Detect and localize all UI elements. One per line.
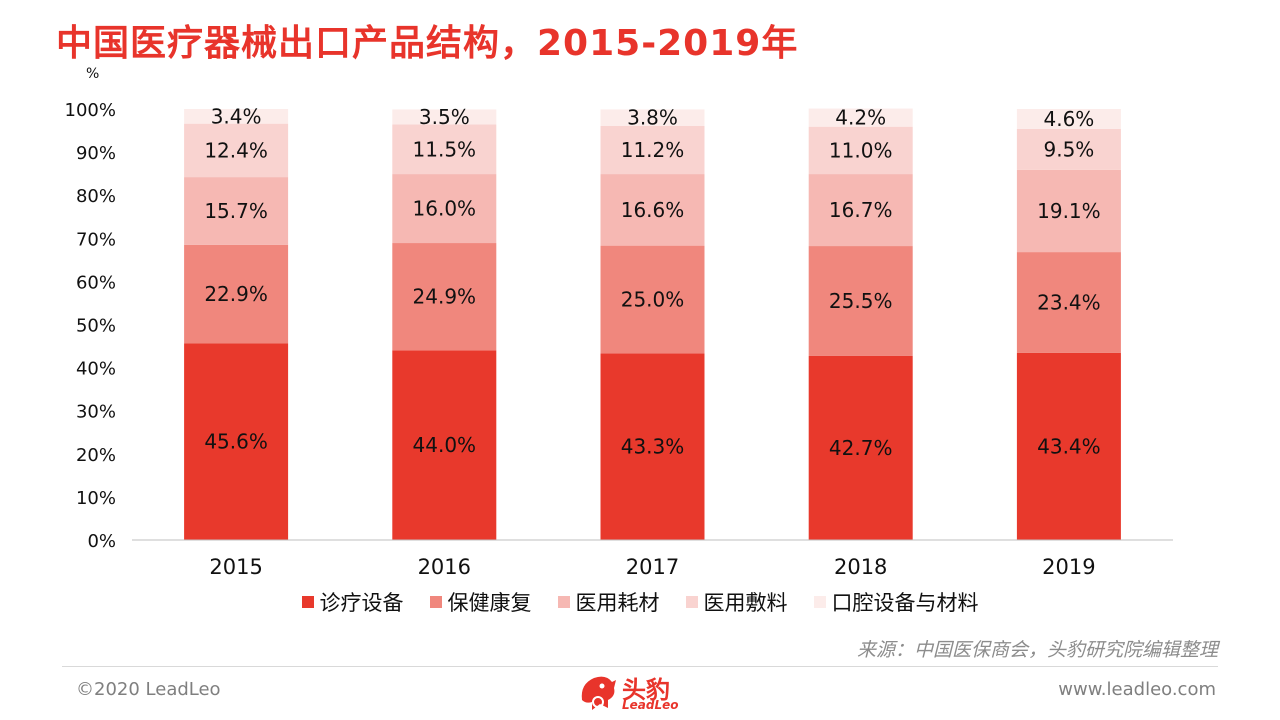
logo-name: 头豹 (622, 676, 670, 704)
footer-divider (62, 666, 1218, 667)
stacked-bar-chart: 0% 10% 20% 30% 40% 50% 60% 70% 80% 90% 100% 45.6% 22… (65, 100, 1173, 579)
data-label: 4.2% (835, 106, 886, 130)
bar-segment (1016, 109, 1121, 129)
bar-segment (808, 246, 913, 356)
bar-segment (600, 125, 705, 175)
legend-label: 保健康复 (447, 591, 532, 615)
data-label: 4.6% (1043, 107, 1094, 131)
legend-label: 医用敷料 (703, 591, 788, 615)
y-tick-label: 90% (76, 143, 116, 164)
data-label: 3.5% (419, 105, 470, 129)
y-tick-label: 70% (76, 229, 116, 250)
bar-segment (392, 109, 497, 125)
source-note: 来源：中国医保商会，头豹研究院编辑整理 (856, 639, 1218, 661)
legend-label: 医用耗材 (575, 591, 660, 615)
bar-segment (392, 124, 497, 175)
legend-swatch (301, 596, 314, 608)
bar-segment (184, 123, 289, 178)
data-label: 3.8% (627, 106, 678, 130)
bar-segment (1016, 252, 1121, 353)
bar-segment (1016, 352, 1121, 540)
legend-item-diagnostic-equipment: 诊疗设备 (301, 587, 404, 617)
bar-segment (808, 126, 913, 175)
leopard-icon (581, 676, 616, 710)
website-link[interactable]: www.leadleo.com (1058, 679, 1216, 700)
legend-swatch (557, 596, 570, 608)
data-label: 11.0% (829, 138, 893, 162)
data-label: 23.4% (1037, 291, 1101, 315)
data-label: 9.5% (1043, 137, 1094, 161)
leadleo-logo: 头豹 LeadLeo (578, 666, 708, 720)
copyright-text: ©2020 LeadLeo (76, 679, 221, 700)
bar-segment (808, 355, 913, 540)
y-tick-label: 30% (76, 402, 116, 423)
data-label: 11.5% (413, 137, 477, 161)
bar-segment (600, 109, 705, 126)
x-tick-label: 2017 (626, 555, 679, 579)
y-tick-label: 50% (76, 316, 116, 337)
y-tick-label: 40% (76, 359, 116, 380)
data-label: 22.9% (204, 282, 268, 306)
data-label: 43.4% (1037, 434, 1101, 458)
legend-item-dental: 口腔设备与材料 (813, 587, 979, 617)
data-label: 43.3% (621, 435, 685, 459)
data-label: 16.7% (829, 198, 893, 222)
y-tick-label: 10% (76, 488, 116, 509)
legend-swatch (685, 596, 698, 608)
bar-segment (808, 174, 913, 247)
data-label: 42.7% (829, 436, 893, 460)
bar-segment (1016, 169, 1121, 253)
data-label: 15.7% (204, 199, 268, 223)
y-tick-label: 0% (87, 531, 116, 552)
y-tick-label: 100% (65, 100, 116, 121)
legend-item-consumables: 医用耗材 (557, 587, 660, 617)
x-tick-label: 2016 (418, 555, 471, 579)
y-axis-unit: % (86, 66, 100, 82)
legend-label: 诊疗设备 (319, 591, 404, 615)
bar-segment (184, 343, 289, 540)
data-label: 24.9% (413, 285, 477, 309)
data-label: 25.0% (621, 288, 685, 312)
x-tick-label: 2018 (834, 555, 887, 579)
data-label: 16.0% (413, 197, 477, 221)
data-label: 45.6% (204, 430, 268, 454)
data-label: 44.0% (413, 433, 477, 457)
legend-item-dressings: 医用敷料 (685, 587, 788, 617)
y-tick-label: 20% (76, 445, 116, 466)
bar-segment (808, 108, 913, 127)
bar-segment (392, 243, 497, 351)
legend-swatch (813, 596, 826, 608)
data-label: 19.1% (1037, 199, 1101, 223)
y-tick-label: 60% (76, 272, 116, 293)
y-tick-label: 80% (76, 186, 116, 207)
data-label: 3.4% (211, 104, 262, 128)
legend-label: 口腔设备与材料 (831, 591, 979, 615)
data-label: 16.6% (621, 198, 685, 222)
bar-segment (392, 174, 497, 244)
data-label: 11.2% (621, 138, 685, 162)
data-label: 12.4% (204, 138, 268, 162)
bar-segment (184, 244, 289, 344)
bar-segment (600, 174, 705, 246)
bar-segment (184, 109, 289, 124)
chart-legend: 诊疗设备 保健康复 医用耗材 医用敷料 口腔设备与材料 (0, 587, 1280, 617)
x-tick-label: 2015 (209, 555, 262, 579)
bar-segment (1016, 128, 1121, 170)
page-title: 中国医疗器械出口产品结构，2015-2019年 (56, 23, 799, 64)
logo-sub: LeadLeo (622, 698, 679, 712)
bar-segment (184, 177, 289, 245)
bar-segment (600, 245, 705, 354)
legend-item-rehab: 保健康复 (429, 587, 532, 617)
x-tick-label: 2019 (1042, 555, 1095, 579)
legend-swatch (429, 596, 442, 608)
data-label: 25.5% (829, 289, 893, 313)
bar-segment (392, 350, 497, 540)
bar-segment (600, 353, 705, 540)
